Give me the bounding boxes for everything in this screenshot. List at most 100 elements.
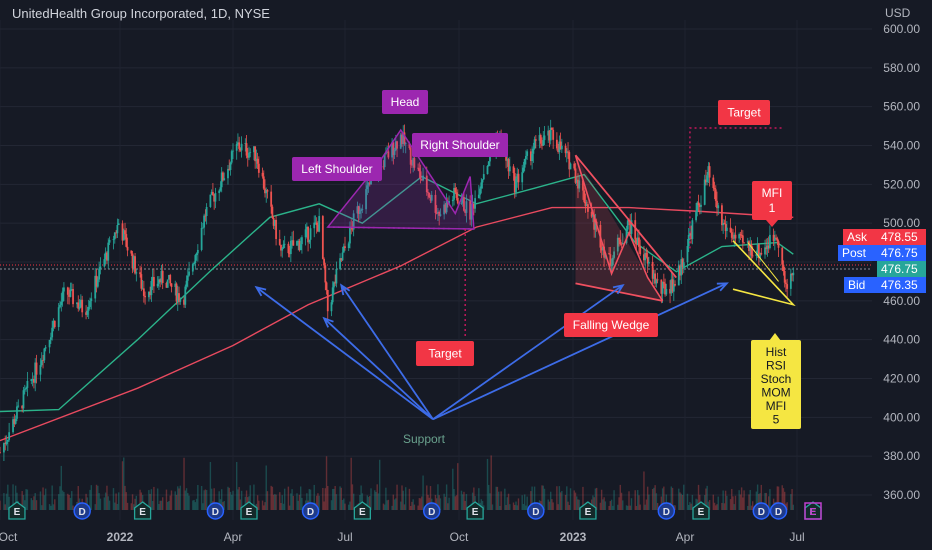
- candle-body: [149, 291, 152, 296]
- volume-bar: [178, 488, 180, 510]
- volume-bar: [764, 493, 766, 510]
- volume-bar: [324, 488, 327, 510]
- earnings-marker: [133, 501, 152, 520]
- candle-body: [288, 253, 291, 255]
- volume-bar: [609, 501, 612, 510]
- candle-body: [313, 222, 316, 229]
- event-marker-label: D: [79, 507, 86, 518]
- candle-body: [205, 206, 208, 216]
- candle-body: [44, 347, 47, 349]
- x-tick-label: Oct: [0, 530, 18, 544]
- volume-bar: [490, 455, 492, 510]
- volume-bar: [22, 495, 25, 510]
- candle-body: [712, 177, 715, 189]
- volume-bar: [690, 503, 692, 510]
- support-arrowhead: [612, 283, 625, 295]
- candle-body: [166, 279, 169, 288]
- candle-body: [39, 365, 42, 375]
- volume-bar: [281, 495, 283, 510]
- candle-body: [352, 213, 355, 230]
- candle-body: [751, 255, 754, 257]
- volume-bar: [400, 501, 402, 510]
- volume-bar: [59, 486, 61, 510]
- candle-body: [512, 166, 515, 174]
- candle-body: [564, 145, 567, 154]
- candle-body: [304, 229, 307, 238]
- volume-bar: [334, 486, 336, 510]
- volume-bar: [351, 484, 354, 510]
- candle-body: [465, 201, 468, 213]
- volume-bar: [301, 497, 303, 510]
- volume-bar: [315, 495, 318, 510]
- last-price-value: 476.75: [877, 261, 926, 277]
- candle-body: [115, 232, 117, 234]
- volume-bar: [731, 488, 733, 510]
- candle-body: [31, 378, 34, 380]
- mfi1-label-line2: 1: [769, 201, 776, 215]
- candle-body: [714, 189, 717, 201]
- candle-body: [26, 380, 29, 388]
- candle-body: [573, 163, 576, 169]
- y-tick-label: 580.00: [883, 61, 920, 75]
- signal-label-line: MFI: [766, 399, 787, 413]
- candle-body: [366, 185, 369, 190]
- candle-body: [113, 232, 116, 240]
- candle-body: [569, 163, 572, 170]
- candle-body: [438, 211, 441, 216]
- dividend-marker: [769, 502, 788, 520]
- volume-bar: [646, 486, 649, 510]
- volume-bar: [444, 496, 447, 510]
- volume-bar: [229, 491, 232, 510]
- volume-bar: [630, 498, 633, 510]
- volume-bar: [463, 491, 465, 510]
- candle-body: [680, 259, 683, 276]
- volume-bar: [77, 486, 79, 510]
- candle-body: [723, 222, 726, 225]
- volume-bar: [139, 489, 141, 510]
- candle-body: [567, 151, 569, 153]
- candle-body: [515, 178, 517, 193]
- bid-value: 476.35: [877, 277, 926, 293]
- volume-bar: [478, 488, 480, 510]
- volume-bar: [644, 504, 646, 510]
- candle-body: [161, 270, 164, 283]
- volume-bar: [240, 490, 243, 510]
- volume-bar: [514, 504, 516, 510]
- candle-body: [767, 245, 770, 249]
- volume-bar: [238, 487, 240, 510]
- candle-body: [134, 256, 136, 274]
- falling-wedge-label-bg: [564, 313, 658, 337]
- candle-body: [309, 228, 312, 240]
- candle-body: [786, 284, 789, 289]
- candle-body: [361, 209, 364, 210]
- candle-body: [13, 419, 16, 424]
- candle-body: [227, 168, 229, 179]
- candle-body: [636, 237, 639, 244]
- candle-body: [209, 194, 212, 207]
- candle-body: [422, 175, 424, 181]
- candle-body: [772, 234, 775, 241]
- volume-bar: [705, 488, 707, 510]
- volume-bar: [671, 487, 674, 510]
- candle-body: [351, 227, 354, 230]
- volume-bar: [179, 485, 181, 510]
- candle-body: [270, 191, 273, 207]
- volume-bar: [483, 505, 485, 510]
- volume-bar: [509, 504, 511, 510]
- candle-body: [725, 227, 728, 232]
- volume-bar: [760, 484, 763, 510]
- candle-body: [151, 277, 154, 282]
- candle-body: [461, 197, 464, 204]
- volume-bar: [265, 465, 267, 510]
- volume-bar: [125, 492, 127, 510]
- volume-bar: [112, 488, 115, 510]
- candle-body: [682, 262, 685, 267]
- candle-body: [321, 216, 324, 259]
- candle-body: [698, 205, 701, 207]
- candle-body: [766, 245, 769, 250]
- candle-body: [734, 234, 737, 239]
- candle-body: [87, 306, 90, 311]
- candle-body: [222, 172, 224, 181]
- volume-bar: [622, 500, 624, 510]
